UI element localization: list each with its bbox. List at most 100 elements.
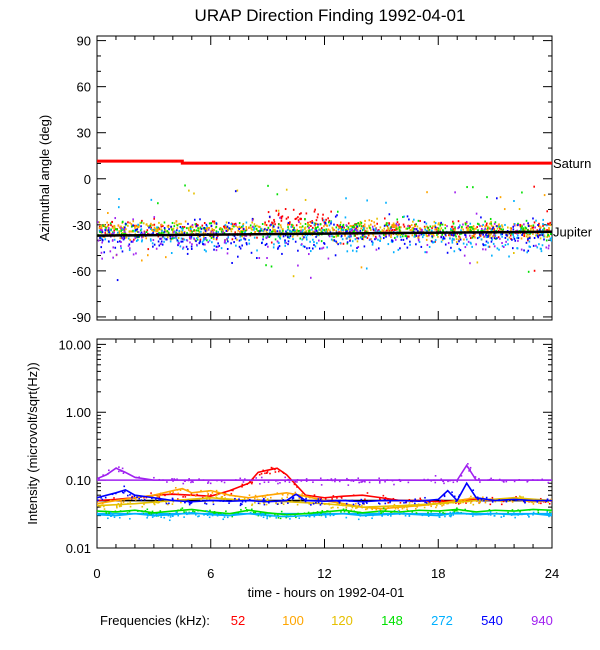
data-point bbox=[434, 226, 437, 229]
data-point bbox=[276, 193, 279, 196]
data-point bbox=[501, 235, 503, 238]
data-point bbox=[206, 498, 208, 500]
data-point bbox=[166, 236, 169, 239]
data-point bbox=[346, 237, 348, 240]
data-point bbox=[449, 515, 452, 518]
data-point bbox=[130, 230, 133, 233]
data-point bbox=[264, 496, 267, 499]
data-point bbox=[156, 495, 159, 498]
data-point bbox=[535, 244, 537, 247]
data-point bbox=[430, 505, 433, 508]
data-point bbox=[394, 224, 396, 227]
data-point bbox=[321, 502, 323, 505]
data-point bbox=[145, 237, 148, 240]
data-point bbox=[137, 239, 139, 242]
data-point bbox=[316, 231, 319, 234]
data-point bbox=[356, 230, 359, 233]
data-point bbox=[513, 200, 515, 203]
data-point bbox=[442, 237, 445, 240]
data-point bbox=[142, 222, 145, 225]
data-point bbox=[251, 228, 254, 231]
data-point bbox=[276, 492, 279, 494]
data-point bbox=[417, 219, 420, 222]
data-point bbox=[223, 241, 226, 244]
data-point bbox=[520, 237, 523, 240]
data-point bbox=[316, 242, 318, 245]
data-point bbox=[378, 234, 381, 237]
data-point bbox=[295, 224, 298, 227]
data-point bbox=[427, 504, 430, 506]
data-point bbox=[104, 229, 107, 232]
data-point bbox=[138, 497, 141, 500]
data-point bbox=[310, 276, 312, 279]
data-point bbox=[548, 244, 550, 247]
data-point bbox=[161, 229, 163, 232]
data-point bbox=[240, 238, 242, 241]
data-point bbox=[431, 225, 434, 228]
data-point bbox=[485, 240, 488, 243]
data-point bbox=[317, 213, 319, 216]
data-point bbox=[522, 233, 524, 236]
data-point bbox=[413, 224, 416, 227]
data-point bbox=[532, 228, 535, 231]
data-point bbox=[383, 227, 386, 230]
data-point bbox=[224, 497, 227, 499]
data-point bbox=[435, 506, 437, 509]
data-point bbox=[189, 237, 192, 240]
data-point bbox=[248, 226, 250, 229]
data-point bbox=[199, 226, 202, 229]
data-point bbox=[405, 235, 408, 238]
data-point bbox=[449, 479, 452, 482]
data-point bbox=[533, 221, 536, 224]
data-point bbox=[447, 242, 450, 245]
data-point bbox=[323, 225, 325, 228]
data-point bbox=[173, 478, 175, 480]
data-point bbox=[363, 225, 366, 228]
data-point bbox=[177, 236, 180, 239]
data-point bbox=[281, 215, 284, 218]
data-point bbox=[253, 228, 255, 231]
data-point bbox=[507, 243, 509, 246]
data-point bbox=[550, 239, 552, 242]
data-point bbox=[301, 493, 304, 495]
data-point bbox=[200, 227, 203, 230]
data-point bbox=[103, 225, 105, 228]
data-point bbox=[397, 507, 399, 510]
data-point bbox=[433, 479, 435, 482]
data-point bbox=[97, 221, 99, 224]
data-point bbox=[137, 510, 139, 512]
data-point bbox=[485, 224, 488, 227]
data-point bbox=[138, 235, 140, 238]
data-point bbox=[393, 224, 395, 227]
data-point bbox=[296, 503, 299, 506]
data-point bbox=[211, 514, 214, 517]
data-point bbox=[120, 500, 122, 503]
data-point bbox=[257, 230, 259, 233]
data-point bbox=[420, 233, 423, 236]
data-point bbox=[158, 221, 160, 224]
data-point bbox=[270, 466, 273, 469]
data-point bbox=[223, 516, 226, 518]
series-100 bbox=[97, 487, 552, 510]
data-point bbox=[512, 228, 515, 231]
y-tick-label: 30 bbox=[77, 126, 91, 141]
data-point bbox=[276, 503, 279, 505]
data-point bbox=[417, 236, 419, 239]
data-point bbox=[116, 279, 119, 282]
data-point bbox=[466, 186, 468, 189]
data-point bbox=[220, 496, 223, 498]
data-point bbox=[147, 512, 150, 514]
data-point bbox=[236, 238, 238, 241]
data-point bbox=[528, 516, 530, 518]
plot-area bbox=[97, 463, 552, 522]
data-point bbox=[489, 217, 492, 220]
data-point bbox=[382, 237, 385, 240]
data-point bbox=[291, 235, 294, 238]
data-point bbox=[122, 501, 125, 503]
data-point bbox=[207, 496, 209, 499]
data-point bbox=[97, 499, 99, 502]
data-point bbox=[469, 229, 471, 232]
data-point bbox=[231, 261, 233, 264]
data-point bbox=[304, 231, 307, 234]
data-point bbox=[378, 511, 380, 513]
